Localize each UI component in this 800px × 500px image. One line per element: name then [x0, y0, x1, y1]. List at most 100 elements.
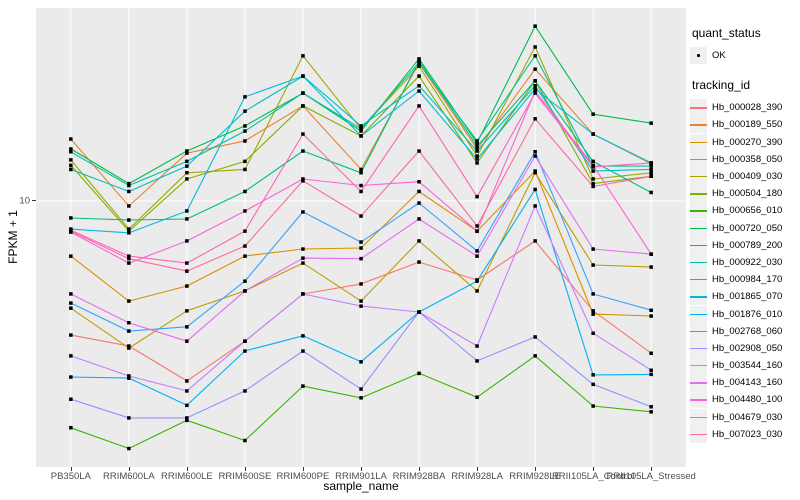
legend-line-swatch — [690, 313, 707, 315]
data-point — [69, 167, 73, 172]
x-tick-label: RRIM600LA — [102, 471, 155, 482]
legend-entry: Hb_002908_050 — [690, 339, 800, 357]
legend-entry: Hb_004143_160 — [690, 374, 800, 392]
data-point — [301, 149, 305, 153]
legend-title-tracking-id: tracking_id — [692, 78, 751, 93]
data-point — [127, 346, 131, 350]
legend-entry: Hb_000984_170 — [690, 271, 800, 289]
x-tick-mark — [477, 467, 479, 471]
data-point — [649, 164, 653, 168]
data-point — [533, 79, 537, 83]
plot-canvas — [36, 8, 686, 467]
legend-key-box — [690, 305, 707, 323]
x-tick-label: RRIM600LE — [161, 471, 213, 482]
legend-title-quant-status: quant_status — [692, 26, 761, 40]
data-point — [591, 165, 595, 169]
legend-entry-label: Hb_000504_180 — [712, 188, 783, 200]
data-point — [591, 181, 595, 186]
data-point — [475, 254, 479, 258]
data-point — [69, 354, 73, 358]
y-tick-label-10: 10 — [19, 195, 30, 207]
data-point — [533, 89, 537, 93]
data-point — [185, 379, 189, 383]
legend-entry: Hb_000789_200 — [690, 236, 800, 254]
legend-line-swatch — [690, 399, 707, 401]
data-point — [185, 171, 189, 175]
legend-line-swatch — [690, 382, 707, 384]
data-point — [591, 309, 595, 313]
data-point — [649, 121, 653, 125]
legend-line-swatch — [690, 124, 707, 126]
x-tick-label: RRII105LA_Control — [551, 471, 635, 482]
data-point — [475, 157, 479, 161]
data-point — [359, 360, 363, 364]
data-point — [301, 247, 305, 251]
data-point — [243, 167, 247, 172]
data-point — [591, 292, 595, 296]
data-point — [359, 171, 363, 175]
data-point — [185, 418, 189, 423]
legend-entry-label: Hb_002768_060 — [712, 325, 783, 337]
data-point — [649, 174, 653, 178]
data-point — [243, 124, 247, 128]
data-point — [301, 104, 305, 108]
legend-entry: Hb_000504_180 — [690, 185, 800, 203]
data-point — [417, 74, 421, 78]
data-point — [301, 132, 305, 136]
x-tick-label: RRIM928LA — [451, 471, 503, 482]
data-point — [417, 57, 421, 61]
legend-entry-label: Hb_000789_200 — [712, 239, 783, 251]
legend-line-swatch — [690, 193, 707, 195]
data-point — [649, 351, 653, 355]
data-point — [359, 299, 363, 303]
data-point — [591, 373, 595, 377]
legend-line-swatch — [690, 141, 707, 143]
y-tick-mark — [32, 200, 36, 201]
data-point — [359, 124, 363, 128]
data-point — [533, 84, 537, 88]
data-point — [359, 129, 363, 133]
data-point — [359, 396, 363, 400]
data-point — [475, 141, 479, 145]
x-tick-label: PB350LA — [50, 471, 91, 482]
data-point — [127, 261, 131, 265]
legend-key-box — [690, 322, 707, 340]
data-point — [591, 331, 595, 335]
legend-key-box — [690, 99, 707, 117]
data-point — [69, 333, 73, 337]
legend-entry: Hb_004480_100 — [690, 391, 800, 409]
data-point — [591, 382, 595, 387]
legend-entry: Hb_002768_060 — [690, 322, 800, 340]
data-point — [359, 282, 363, 286]
legend-line-swatch — [690, 227, 707, 229]
data-point — [475, 139, 479, 143]
legend-key-box — [690, 47, 707, 65]
data-point — [649, 368, 653, 372]
data-point — [69, 306, 73, 310]
data-point — [475, 229, 479, 233]
data-point — [475, 194, 479, 199]
data-point — [243, 95, 247, 99]
data-point — [185, 164, 189, 168]
data-point — [533, 335, 537, 339]
legend-entry-label: Hb_000189_550 — [712, 119, 783, 131]
data-point — [243, 254, 247, 258]
legend-key-box — [690, 425, 707, 443]
legend-entry-label: Hb_000028_390 — [712, 102, 783, 114]
data-point — [69, 301, 73, 305]
data-point — [243, 279, 247, 283]
x-tick-label: RRIM901LA — [335, 471, 387, 482]
legend-line-swatch — [690, 279, 707, 281]
data-point — [649, 167, 653, 172]
data-point — [359, 387, 363, 391]
plot-panel — [36, 8, 686, 467]
data-point — [475, 395, 479, 399]
legend-entry-label: Hb_007023_030 — [712, 428, 783, 440]
legend-line-swatch — [690, 244, 707, 247]
legend-line-swatch — [690, 210, 707, 212]
data-point — [127, 374, 131, 378]
data-point — [591, 177, 595, 181]
data-point — [127, 329, 131, 333]
data-point — [533, 45, 537, 49]
